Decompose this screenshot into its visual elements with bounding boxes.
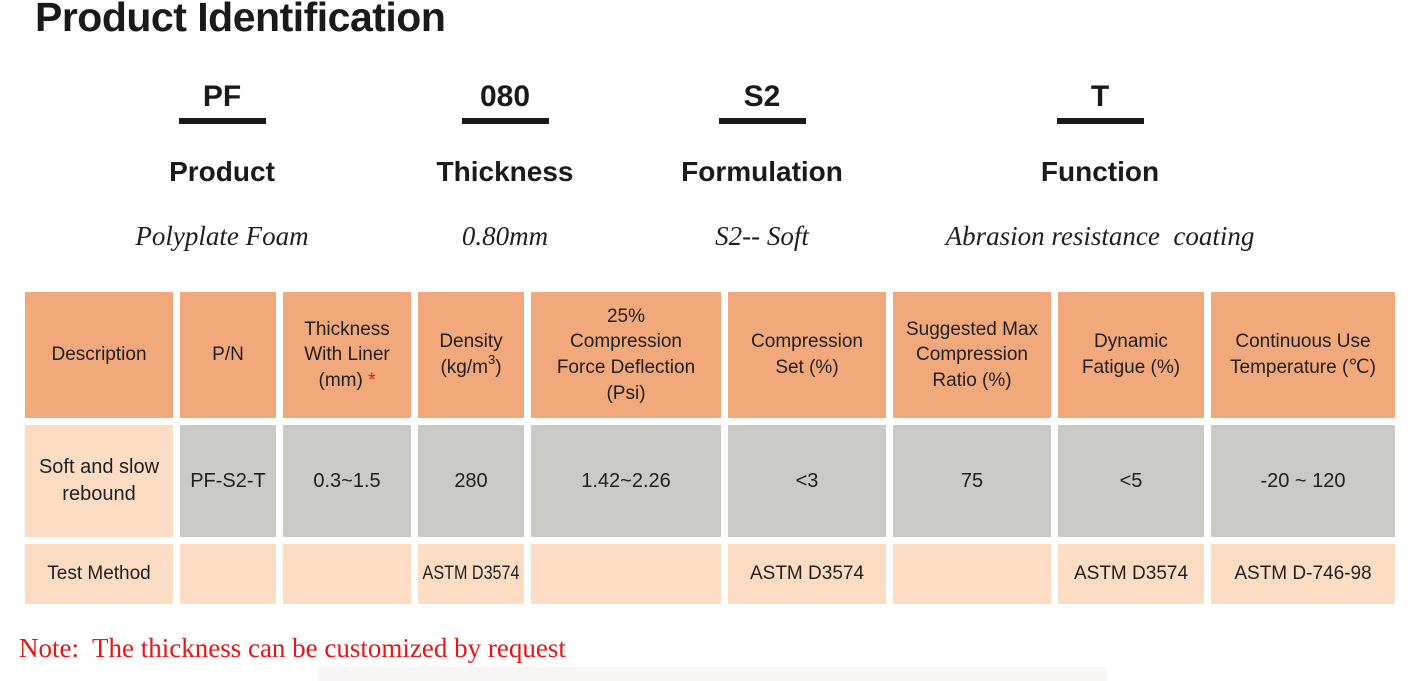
cropped-bottom-element (318, 667, 1107, 681)
code-label: Product (169, 156, 275, 187)
code-value: 080 (479, 80, 531, 113)
code-underline (1056, 118, 1144, 124)
col-header-description: Description (25, 292, 173, 418)
code-value: PF (202, 80, 242, 113)
col-header-thickness-with-liner: Thickness With Liner (mm) * (283, 292, 411, 418)
code-underline (718, 118, 806, 124)
test-method-cell-max-compression-ratio (893, 544, 1051, 604)
code-description: Polyplate Foam (135, 221, 309, 251)
code-value: S2 (743, 80, 781, 113)
spec-cell-compression-force-deflection: 1.42~2.26 (531, 425, 721, 537)
code-label: Function (1040, 156, 1160, 187)
code-column-thickness: 080 Thickness 0.80mm (325, 80, 685, 251)
code-value: T (1090, 80, 1110, 113)
col-header-compression-force-deflection: 25% Compression Force Deflection (Psi) (531, 292, 721, 418)
test-method-cell-compression-set: ASTM D3574 (728, 544, 886, 604)
spec-cell-continuous-use-temperature: -20 ~ 120 (1211, 425, 1395, 537)
test-method-cell-label: Test Method (25, 544, 173, 604)
col-header-compression-set: Compression Set (%) (728, 292, 886, 418)
test-method-cell-thickness (283, 544, 411, 604)
col-header-suggested-max-compression-ratio: Suggested Max Compression Ratio (%) (893, 292, 1051, 418)
code-column-function: T Function Abrasion resistance coating (920, 80, 1280, 251)
col-header-continuous-use-temperature: Continuous Use Temperature (℃) (1211, 292, 1395, 418)
spec-cell-description: Soft and slow rebound (25, 425, 173, 537)
col-header-dynamic-fatigue: Dynamic Fatigue (%) (1058, 292, 1204, 418)
code-description: S2-- Soft (715, 221, 809, 251)
col-header-density: Density (kg/m3) (418, 292, 524, 418)
spec-cell-dynamic-fatigue: <5 (1058, 425, 1204, 537)
code-label: Thickness (436, 156, 574, 187)
code-column-product: PF Product Polyplate Foam (42, 80, 402, 251)
spec-cell-thickness: 0.3~1.5 (283, 425, 411, 537)
test-method-cell-density: ASTM D3574 (418, 544, 524, 604)
test-method-cell-pn (180, 544, 276, 604)
code-underline (178, 118, 266, 124)
code-label: Formulation (681, 156, 843, 187)
footnote-asterisk: * (368, 369, 376, 391)
code-description: 0.80mm (461, 221, 549, 251)
test-method-cell-dynamic-fatigue: ASTM D3574 (1058, 544, 1204, 604)
spec-cell-pn: PF-S2-T (180, 425, 276, 537)
code-underline (461, 118, 549, 124)
spec-cell-max-compression-ratio: 75 (893, 425, 1051, 537)
spec-cell-compression-set: <3 (728, 425, 886, 537)
code-description: Abrasion resistance coating (945, 221, 1255, 251)
test-method-cell-continuous-use-temperature: ASTM D-746-98 (1211, 544, 1395, 604)
test-method-cell-compression-force-deflection (531, 544, 721, 604)
spec-table: Description P/N Thickness With Liner (mm… (25, 292, 1395, 604)
page-title: Product Identification (35, 0, 446, 40)
spec-cell-density: 280 (418, 425, 524, 537)
thickness-note: Note: The thickness can be customized by… (19, 633, 566, 663)
col-header-pn: P/N (180, 292, 276, 418)
code-column-formulation: S2 Formulation S2-- Soft (582, 80, 942, 251)
